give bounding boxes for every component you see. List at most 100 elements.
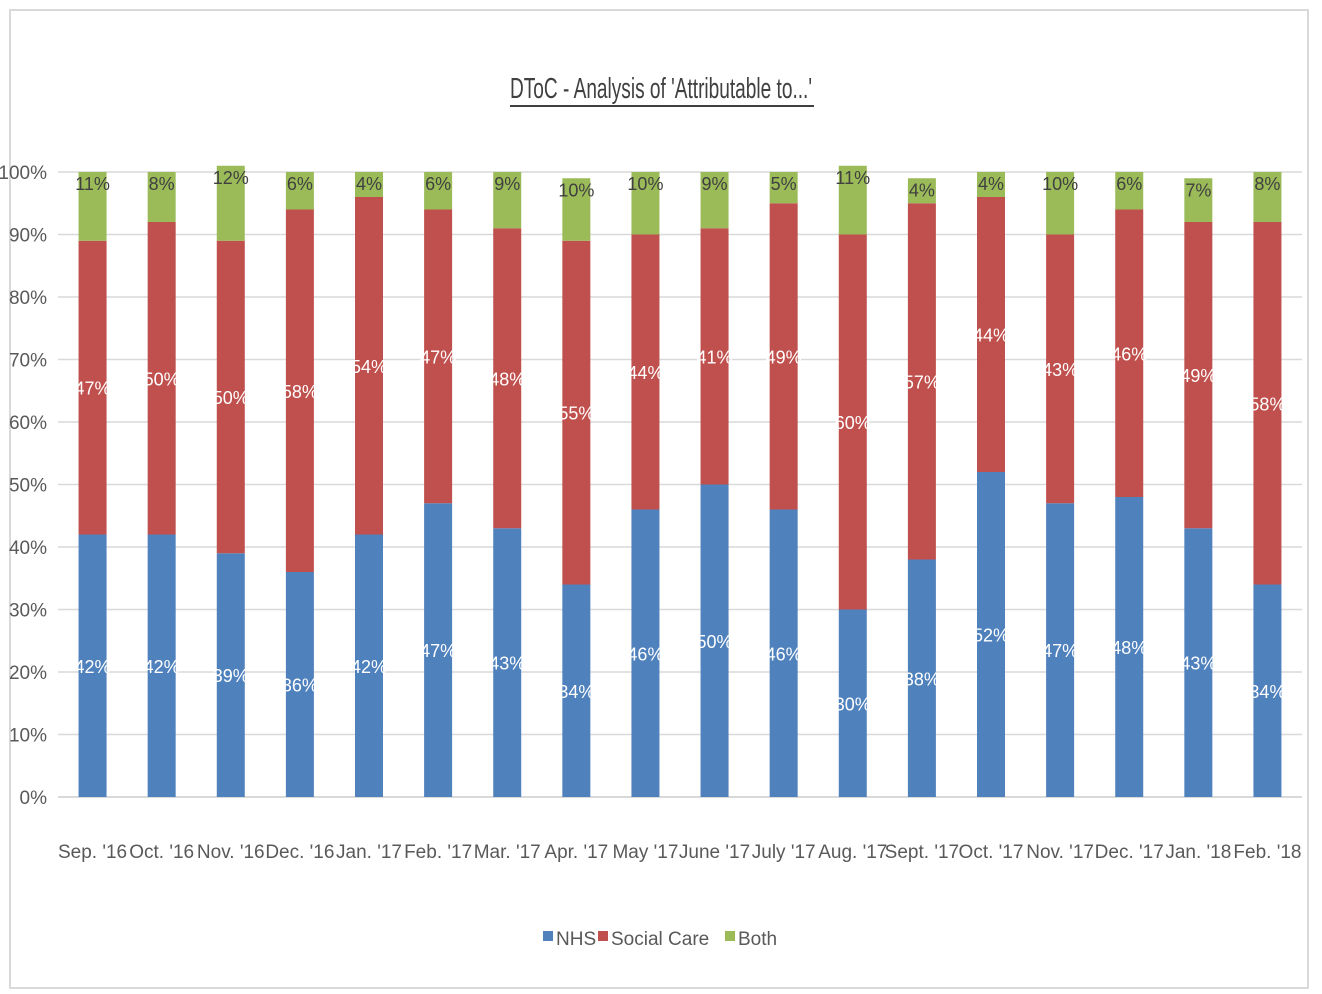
data-label: 43%	[1180, 654, 1216, 674]
data-label: 42%	[75, 657, 111, 677]
data-label: 57%	[904, 372, 940, 392]
data-label: 44%	[973, 326, 1009, 346]
data-label: 54%	[351, 357, 387, 377]
bar-segment-social-care	[147, 222, 176, 535]
gridlines	[58, 171, 1302, 798]
x-tick-label: Nov. '16	[197, 842, 265, 863]
bars	[78, 165, 1282, 797]
bar-segment-social-care	[424, 209, 453, 504]
data-label: 46%	[1111, 344, 1147, 364]
data-label: 30%	[835, 694, 871, 714]
data-label: 9%	[494, 174, 520, 194]
data-label: 49%	[1180, 366, 1216, 386]
y-tick-label: 40%	[9, 538, 47, 559]
x-tick-label: Jan. '18	[1165, 842, 1231, 863]
data-label: 8%	[149, 174, 175, 194]
bar-segment-nhs	[700, 484, 729, 797]
data-label: 58%	[1249, 394, 1285, 414]
bar-segment-social-care	[1184, 222, 1213, 529]
bar-segment-social-care	[1046, 234, 1075, 504]
chart-title: DToC - Analysis of 'Attributable to...'	[510, 73, 812, 105]
bar-segment-nhs	[838, 609, 867, 797]
bar-segment-social-care	[562, 240, 591, 585]
bar-segment-social-care	[78, 240, 107, 535]
bar-segment-nhs	[78, 534, 107, 797]
bar-segment-both	[631, 172, 660, 235]
data-label: 11%	[835, 168, 870, 188]
data-label: 49%	[766, 347, 802, 367]
y-tick-label: 60%	[9, 413, 47, 434]
data-label: 50%	[144, 369, 180, 389]
bar-segment-social-care	[216, 240, 245, 554]
y-tick-label: 20%	[9, 663, 47, 684]
y-tick-label: 70%	[9, 351, 47, 372]
data-label: 4%	[356, 174, 382, 194]
y-tick-label: 100%	[0, 163, 47, 184]
legend-swatch-social-care	[598, 931, 608, 941]
bar-segment-both	[907, 178, 936, 204]
data-label: 6%	[287, 174, 313, 194]
x-tick-label: Aug. '17	[818, 842, 887, 863]
x-axis: Sep. '16 Oct. '16 Nov. '16 Dec. '16 Jan. '17…	[58, 842, 1301, 863]
bar-segment-nhs	[285, 572, 314, 797]
bar-segment-nhs	[769, 509, 798, 797]
x-tick-label: Dec. '17	[1095, 842, 1164, 863]
x-tick-label: Jan. '17	[336, 842, 402, 863]
y-tick-label: 10%	[9, 726, 47, 747]
data-label: 55%	[558, 404, 594, 424]
data-label: 42%	[144, 657, 180, 677]
bar-segment-both	[493, 172, 522, 229]
bar-segment-nhs	[562, 584, 591, 797]
bar-segment-social-care	[285, 209, 314, 572]
y-tick-label: 50%	[9, 476, 47, 497]
x-tick-label: July '17	[752, 842, 816, 863]
bar-segment-both	[285, 172, 314, 210]
data-label: 5%	[771, 174, 797, 194]
data-label: 11%	[75, 174, 110, 194]
data-label: 38%	[904, 669, 940, 689]
data-label: 7%	[1185, 180, 1211, 200]
data-label: 4%	[909, 180, 935, 200]
bar-segment-social-care	[355, 197, 383, 535]
x-tick-label: Dec. '16	[265, 842, 334, 863]
data-label: 6%	[1116, 174, 1142, 194]
data-label: 43%	[489, 654, 525, 674]
bar-segment-social-care	[700, 228, 729, 485]
data-label: 10%	[627, 174, 663, 194]
data-label: 60%	[835, 413, 871, 433]
legend-label: Both	[738, 929, 777, 950]
data-label: 52%	[973, 626, 1009, 646]
data-labels: 42% 47% 11% 42% 50% 8% 39% 50% 12% 36% 58% 6% 42% 54%…	[75, 168, 1286, 715]
data-label: 47%	[1042, 641, 1078, 661]
data-label: 48%	[1111, 638, 1147, 658]
x-tick-label: Feb. '17	[404, 842, 472, 863]
data-label: 4%	[978, 174, 1004, 194]
data-label: 47%	[75, 379, 111, 399]
x-tick-label: Mar. '17	[474, 842, 541, 863]
data-label: 39%	[213, 666, 249, 686]
legend-swatch-both	[725, 931, 735, 941]
bar-segment-social-care	[631, 234, 660, 510]
y-axis: 0% 10% 20% 30% 40% 50% 60% 70% 80% 90% 100%	[0, 163, 47, 809]
data-label: 12%	[213, 168, 249, 188]
x-tick-label: Sept. '17	[885, 842, 959, 863]
bar-segment-social-care	[907, 203, 936, 560]
data-label: 10%	[1042, 174, 1078, 194]
bar-segment-social-care	[769, 203, 798, 510]
bar-segment-both	[562, 178, 591, 241]
legend-label: NHS	[556, 929, 596, 950]
data-label: 43%	[1042, 360, 1078, 380]
bar-segment-nhs	[216, 553, 245, 797]
data-label: 46%	[766, 644, 802, 664]
data-label: 42%	[351, 657, 387, 677]
bar-segment-nhs	[147, 534, 176, 797]
data-label: 34%	[1249, 682, 1285, 702]
bar-segment-both	[216, 165, 245, 241]
data-label: 6%	[425, 174, 451, 194]
data-label: 36%	[282, 676, 318, 696]
data-label: 10%	[558, 180, 594, 200]
bar-segment-nhs	[355, 534, 383, 797]
x-tick-label: Oct. '16	[129, 842, 194, 863]
x-tick-label: Nov. '17	[1026, 842, 1094, 863]
